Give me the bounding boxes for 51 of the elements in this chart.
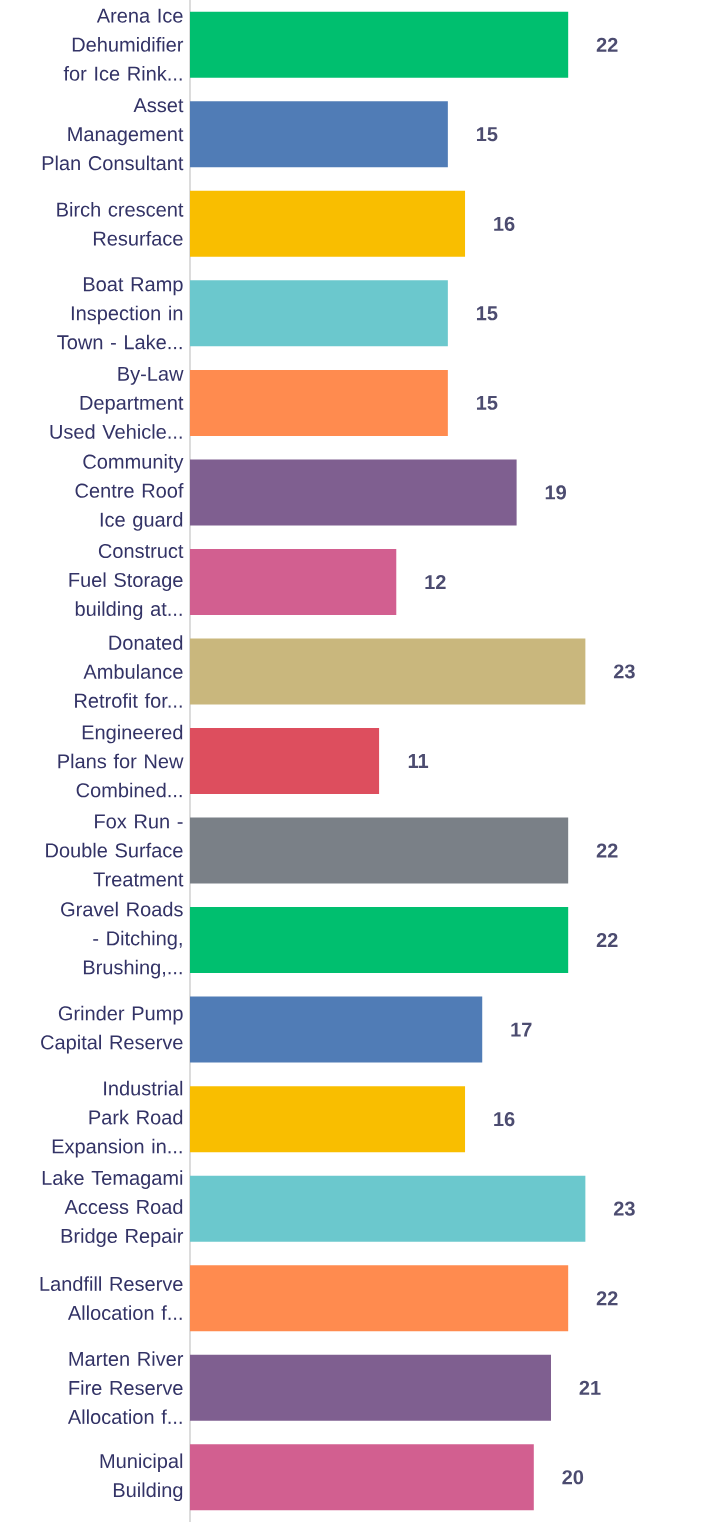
y-tick-label: Asset Management Plan Consultant bbox=[42, 98, 184, 171]
bar bbox=[190, 638, 586, 705]
data-label: 16 bbox=[494, 216, 515, 231]
bar bbox=[190, 907, 569, 974]
bar bbox=[190, 817, 569, 884]
data-label: 23 bbox=[613, 664, 635, 679]
bar bbox=[190, 459, 517, 526]
bar bbox=[190, 996, 483, 1063]
y-tick-label: Grinder Pump Capital Reserve bbox=[41, 1005, 183, 1054]
data-label: 22 bbox=[596, 37, 618, 52]
bar bbox=[190, 548, 397, 615]
bar bbox=[190, 1354, 551, 1421]
data-label: 15 bbox=[476, 395, 498, 410]
y-tick-label: Donated Ambulance Retrofit for... bbox=[75, 635, 183, 708]
y-tick-label: Municipal Building bbox=[100, 1453, 183, 1502]
data-label: 12 bbox=[425, 574, 446, 589]
y-tick-label: Boat Ramp Inspection in Town - Lake... bbox=[57, 277, 183, 350]
data-label: 22 bbox=[596, 843, 618, 858]
bar bbox=[190, 1086, 466, 1153]
data-label: 17 bbox=[511, 1022, 532, 1037]
data-label: 22 bbox=[596, 1291, 618, 1306]
data-label: 23 bbox=[613, 1201, 635, 1216]
data-label: 11 bbox=[408, 754, 429, 768]
bar bbox=[190, 369, 448, 436]
y-tick-label: Fox Run - Double Surface Treatment bbox=[46, 814, 184, 887]
bar bbox=[190, 190, 466, 257]
bar bbox=[190, 101, 448, 168]
y-tick-label: Engineered Plans for New Combined... bbox=[58, 724, 184, 798]
data-label: 22 bbox=[596, 933, 618, 948]
data-label: 15 bbox=[476, 127, 498, 142]
y-tick-label: Lake Temagami Access Road Bridge Repair bbox=[42, 1170, 184, 1247]
data-label: 21 bbox=[579, 1380, 601, 1395]
bar bbox=[190, 1265, 569, 1332]
y-tick-label: Birch crescent Resurface bbox=[57, 201, 184, 246]
bar bbox=[190, 1444, 534, 1511]
y-tick-label: Landfill Reserve Allocation f... bbox=[40, 1276, 183, 1321]
bar bbox=[190, 280, 448, 347]
data-label: 16 bbox=[494, 1112, 515, 1127]
data-label: 15 bbox=[476, 306, 498, 321]
y-tick-label: Construct Fuel Storage building at... bbox=[69, 543, 184, 621]
bar bbox=[190, 11, 569, 78]
data-label: 20 bbox=[562, 1470, 584, 1485]
bar bbox=[190, 728, 380, 795]
y-tick-label: By-Law Department Used Vehicle... bbox=[50, 366, 184, 439]
y-tick-label: Marten River Fire Reserve Allocation f... bbox=[67, 1351, 184, 1425]
y-tick-label: Arena Ice Dehumidifier for Ice Rink... bbox=[63, 8, 184, 81]
bar bbox=[190, 1175, 586, 1242]
y-tick-label: Industrial Park Road Expansion in... bbox=[52, 1080, 183, 1158]
y-tick-label: Gravel Roads - Ditching, Brushing,... bbox=[61, 901, 183, 979]
data-label: 19 bbox=[545, 485, 566, 500]
y-tick-label: Community Centre Roof Ice guard bbox=[75, 454, 184, 531]
